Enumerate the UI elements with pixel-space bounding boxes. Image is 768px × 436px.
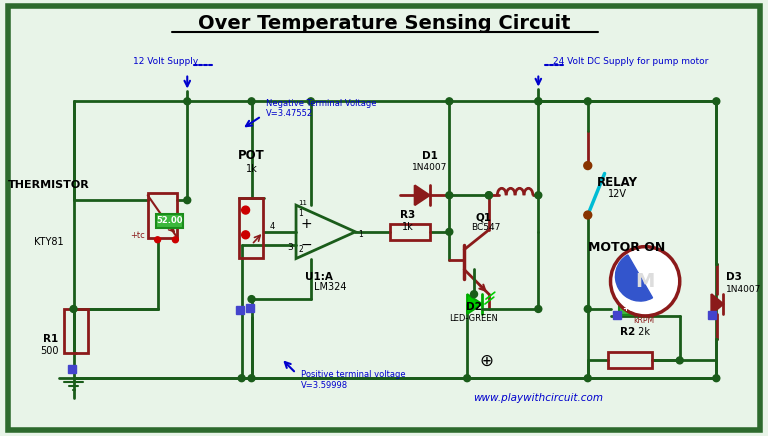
Text: 1: 1 — [359, 230, 363, 239]
Text: RELAY: RELAY — [597, 176, 638, 189]
Circle shape — [535, 98, 541, 105]
Circle shape — [584, 98, 591, 105]
Circle shape — [584, 162, 591, 170]
Polygon shape — [467, 294, 482, 314]
Circle shape — [471, 291, 478, 298]
Circle shape — [446, 192, 453, 199]
Text: THERMISTOR: THERMISTOR — [8, 181, 90, 191]
Bar — [236, 306, 243, 314]
Circle shape — [584, 211, 591, 219]
Circle shape — [70, 306, 77, 313]
Circle shape — [248, 296, 255, 303]
Text: 2k: 2k — [635, 327, 650, 337]
Text: 11: 11 — [298, 200, 307, 206]
Text: 1k: 1k — [246, 164, 257, 174]
Circle shape — [611, 247, 680, 316]
Circle shape — [242, 206, 250, 214]
Text: +6.60: +6.60 — [622, 304, 650, 313]
Text: 1N4007: 1N4007 — [727, 285, 762, 294]
Text: R1: R1 — [44, 334, 58, 344]
Text: D2: D2 — [466, 302, 482, 312]
Circle shape — [535, 306, 541, 313]
Circle shape — [173, 237, 178, 243]
Text: 2: 2 — [298, 245, 303, 254]
Bar — [390, 224, 429, 240]
Text: D1: D1 — [422, 151, 438, 161]
Circle shape — [242, 231, 250, 239]
Bar — [64, 309, 88, 354]
Text: BC547: BC547 — [472, 223, 501, 232]
Text: Negative Terminal Voltage
V=3.47552: Negative Terminal Voltage V=3.47552 — [266, 99, 377, 118]
Circle shape — [713, 375, 720, 382]
Text: Positive terminal voltage
V=3.59998: Positive terminal voltage V=3.59998 — [301, 371, 406, 390]
Bar — [68, 365, 75, 373]
Text: U1:A: U1:A — [305, 272, 333, 283]
Bar — [614, 311, 621, 319]
Text: Over Temperature Sensing Circuit: Over Temperature Sensing Circuit — [198, 14, 571, 33]
Text: 1N4007: 1N4007 — [412, 163, 447, 172]
Circle shape — [535, 98, 541, 105]
Text: R3: R3 — [400, 210, 415, 220]
Circle shape — [446, 98, 453, 105]
Circle shape — [248, 375, 255, 382]
Bar — [607, 351, 652, 368]
Text: M: M — [635, 272, 655, 291]
Text: 1k: 1k — [402, 222, 414, 232]
Circle shape — [677, 357, 684, 364]
Text: Q1: Q1 — [476, 213, 492, 223]
Text: 4: 4 — [270, 222, 275, 232]
Text: 52.00: 52.00 — [156, 216, 183, 225]
Bar — [246, 304, 253, 312]
Text: POT: POT — [238, 149, 265, 162]
Circle shape — [535, 192, 541, 199]
Text: +: + — [300, 217, 312, 231]
Bar — [620, 301, 654, 315]
Text: kRPM: kRPM — [634, 317, 654, 325]
Text: 12V: 12V — [608, 189, 627, 199]
Text: www.playwithcircuit.com: www.playwithcircuit.com — [473, 393, 604, 403]
Circle shape — [248, 98, 255, 105]
Circle shape — [184, 98, 190, 105]
Text: ⊕: ⊕ — [480, 351, 494, 369]
Bar — [708, 311, 717, 319]
Text: 1: 1 — [298, 208, 303, 218]
Circle shape — [485, 192, 492, 199]
Circle shape — [238, 375, 245, 382]
Text: −: − — [300, 238, 312, 252]
Text: 24 Volt DC Supply for pump motor: 24 Volt DC Supply for pump motor — [553, 57, 709, 66]
Text: +tc: +tc — [131, 232, 145, 240]
Wedge shape — [615, 255, 653, 301]
Text: 3: 3 — [287, 243, 293, 252]
Text: 12 Volt Supply: 12 Volt Supply — [133, 57, 198, 66]
Circle shape — [464, 375, 471, 382]
Circle shape — [184, 197, 190, 204]
Text: LM324: LM324 — [314, 282, 347, 292]
Circle shape — [584, 375, 591, 382]
Bar — [239, 198, 263, 258]
Bar — [147, 193, 177, 238]
Circle shape — [154, 237, 161, 243]
Polygon shape — [711, 294, 723, 314]
Text: R2: R2 — [621, 327, 636, 337]
Circle shape — [713, 98, 720, 105]
Circle shape — [584, 306, 591, 313]
Text: KTY81: KTY81 — [34, 237, 64, 247]
Text: 500: 500 — [40, 345, 58, 355]
Circle shape — [446, 228, 453, 235]
Text: MOTOR ON: MOTOR ON — [588, 241, 665, 254]
Text: LED-GREEN: LED-GREEN — [449, 314, 498, 324]
Circle shape — [485, 192, 492, 199]
Polygon shape — [415, 185, 429, 205]
Text: D3: D3 — [727, 272, 742, 283]
Bar — [156, 214, 184, 228]
FancyBboxPatch shape — [8, 7, 760, 429]
Circle shape — [307, 98, 314, 105]
